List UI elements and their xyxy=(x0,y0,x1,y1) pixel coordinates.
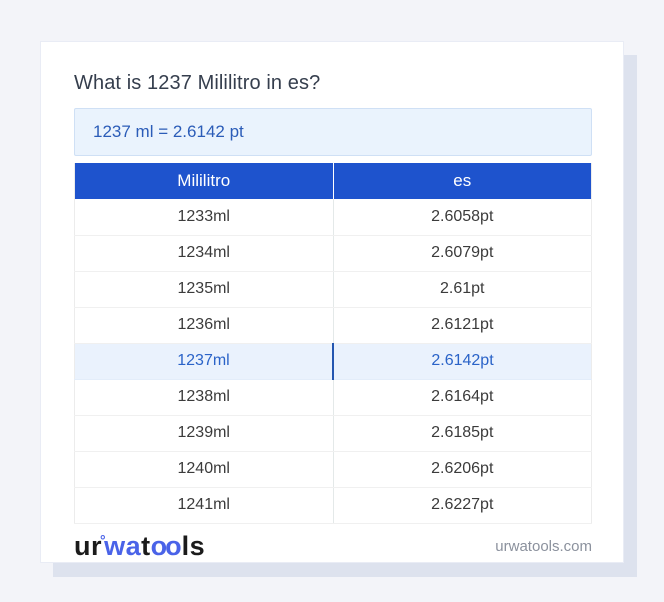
table-row: 1233ml 2.6058pt xyxy=(74,199,592,236)
logo-text-ur: ur xyxy=(74,531,102,561)
ml-value-cell: 1234ml xyxy=(74,235,334,272)
pt-value-cell: 2.6185pt xyxy=(333,415,592,452)
column-header-mililitro: Mililitro xyxy=(74,163,334,199)
ml-value-cell: 1236ml xyxy=(74,307,334,344)
conversion-table-body: 1233ml 2.6058pt 1234ml 2.6079pt 1235ml 2.61pt… xyxy=(74,199,592,524)
pt-value-cell: 2.6164pt xyxy=(333,379,592,416)
table-row: 1240ml 2.6206pt xyxy=(74,451,592,488)
ml-value-cell: 1233ml xyxy=(74,199,334,236)
pt-value-cell: 2.6079pt xyxy=(333,235,592,272)
table-row-current: 1237ml 2.6142pt xyxy=(74,342,592,380)
card-footer: ur°watools urwatools.com xyxy=(74,526,592,568)
table-row: 1239ml 2.6185pt xyxy=(74,415,592,452)
page-title: What is 1237 Mililitro in es? xyxy=(74,72,321,94)
column-header-es: es xyxy=(333,163,592,199)
logo-text-ls: ls xyxy=(181,531,206,561)
logo-text-t: t xyxy=(141,531,151,561)
logo-ring-icon: ° xyxy=(100,532,107,548)
ml-value-cell: 1238ml xyxy=(74,379,334,416)
pt-value-cell: 2.6206pt xyxy=(333,451,592,488)
pt-value-cell: 2.6121pt xyxy=(333,307,592,344)
table-row: 1234ml 2.6079pt xyxy=(74,235,592,272)
logo-glasses-oo: oo xyxy=(150,531,182,561)
pt-value-cell: 2.61pt xyxy=(333,271,592,308)
pt-value-cell: 2.6142pt xyxy=(333,342,592,380)
table-row: 1235ml 2.61pt xyxy=(74,271,592,308)
pt-value-cell: 2.6058pt xyxy=(333,199,592,236)
converter-card: What is 1237 Mililitro in es? 1237 ml = … xyxy=(40,41,624,563)
conversion-result-box: 1237 ml = 2.6142 pt xyxy=(74,108,592,156)
table-row: 1238ml 2.6164pt xyxy=(74,379,592,416)
logo-text-wa: wa xyxy=(104,531,142,561)
table-row: 1236ml 2.6121pt xyxy=(74,307,592,344)
conversion-table: Mililitro es 1233ml 2.6058pt 1234ml 2.6079p… xyxy=(74,163,592,524)
conversion-table-header: Mililitro es xyxy=(74,163,592,199)
ml-value-cell: 1239ml xyxy=(74,415,334,452)
table-row: 1241ml 2.6227pt xyxy=(74,487,592,524)
ml-value-cell: 1237ml xyxy=(74,342,334,380)
urwatools-logo[interactable]: ur°watools xyxy=(74,533,205,560)
pt-value-cell: 2.6227pt xyxy=(333,487,592,524)
ml-value-cell: 1240ml xyxy=(74,451,334,488)
ml-value-cell: 1241ml xyxy=(74,487,334,524)
site-domain-text: urwatools.com xyxy=(495,538,592,555)
ml-value-cell: 1235ml xyxy=(74,271,334,308)
